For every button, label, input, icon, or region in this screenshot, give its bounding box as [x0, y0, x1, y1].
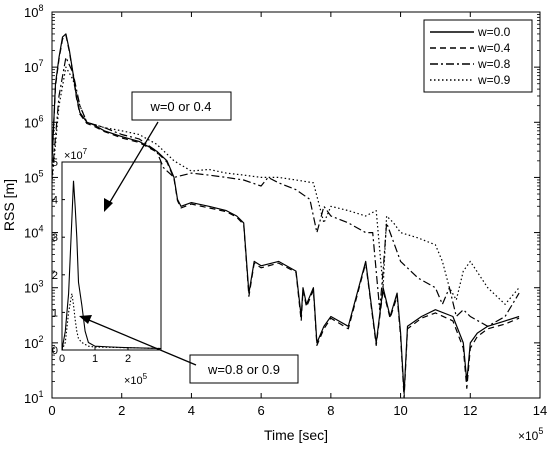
inset-plot [61, 180, 162, 351]
y-tick-exp: 5 [38, 168, 43, 178]
inset-y-tick-label: 4 [52, 195, 58, 207]
x-tick-label: 12 [463, 403, 477, 418]
inset-series-w04 [61, 180, 162, 351]
y-tick-label: 105 [24, 168, 43, 185]
inset-y-tick-label: 2 [52, 270, 58, 282]
series-layer [51, 33, 520, 399]
y-tick-base: 10 [24, 226, 38, 241]
x-multiplier-base: ×10 [518, 429, 539, 443]
inset-x-tick-label: 1 [92, 353, 98, 365]
y-tick-exp: 8 [38, 3, 43, 13]
x-axis-multiplier: ×105 [518, 426, 543, 443]
x-tick-label: 14 [533, 403, 547, 418]
y-tick-exp: 2 [38, 334, 43, 344]
inset-y-tick-label: 1 [52, 307, 58, 319]
legend-label-4: w=0.9 [477, 73, 511, 87]
annotation-text-top: w=0 or 0.4 [149, 99, 211, 114]
x-axis-label: Time [sec] [264, 427, 328, 443]
y-tick-label: 104 [24, 224, 43, 241]
y-tick-base: 10 [24, 115, 38, 130]
series-line-4 [51, 66, 520, 305]
inset-x-tick-label: 0 [59, 353, 65, 365]
y-tick-base: 10 [24, 281, 38, 296]
plot-frame [51, 11, 541, 399]
x-tick-label: 0 [48, 403, 55, 418]
series-line-2 [51, 34, 520, 399]
inset-x-multiplier-base: ×10 [124, 375, 143, 387]
inset-y-tick-label: 5 [52, 157, 58, 169]
inset-y-multiplier-base: ×10 [64, 150, 83, 162]
y-tick-label: 102 [24, 334, 43, 351]
series-line-3 [51, 56, 520, 327]
legend-label-3: w=0.8 [477, 57, 511, 71]
y-tick-exp: 6 [38, 113, 43, 123]
annotation-text-bottom: w=0.8 or 0.9 [207, 362, 280, 377]
annotation-arrowhead-top [104, 198, 113, 212]
inset-y-tick-label: 0 [52, 345, 58, 357]
annotation-arrow-bottom [83, 317, 197, 366]
y-tick-base: 10 [24, 5, 38, 20]
inset-x-tick-label: 2 [125, 353, 131, 365]
y-tick-exp: 1 [38, 389, 43, 399]
y-tick-base: 10 [24, 170, 38, 185]
legend-label-1: w=0.0 [477, 25, 511, 39]
x-tick-label: 2 [118, 403, 125, 418]
x-tick-label: 10 [393, 403, 407, 418]
y-tick-exp: 4 [38, 224, 43, 234]
x-tick-label: 4 [188, 403, 195, 418]
y-tick-exp: 7 [38, 58, 43, 68]
annotation-arrowhead-bottom [79, 315, 92, 324]
y-tick-base: 10 [24, 336, 38, 351]
y-axis-label: RSS [m] [1, 179, 17, 231]
inset-x-multiplier: ×105 [124, 372, 148, 387]
inset-x-multiplier-exp: 5 [143, 372, 148, 381]
y-tick-base: 10 [24, 391, 38, 406]
inset-axis: 0 1 2 0 1 2 3 4 5 [52, 157, 131, 365]
y-tick-label: 107 [24, 58, 43, 75]
x-multiplier-exp: 5 [538, 426, 543, 436]
y-tick-exp: 3 [38, 279, 43, 289]
inset-frame [61, 161, 162, 351]
annotation-arrow-top [106, 121, 159, 208]
inset-y-multiplier-exp: 7 [83, 147, 88, 156]
y-tick-label: 108 [24, 3, 43, 20]
annotation-w0-or-04: w=0 or 0.4 [104, 91, 232, 212]
annotation-box-top [131, 91, 232, 121]
x-tick-label: 6 [258, 403, 265, 418]
legend: w=0.0 w=0.4 w=0.8 w=0.9 [423, 19, 533, 93]
inset-y-tick-label: 3 [52, 232, 58, 244]
x-tick-label: 8 [327, 403, 334, 418]
inset-y-multiplier: ×107 [64, 147, 88, 162]
y-tick-label: 103 [24, 279, 43, 296]
annotation-box-bottom [189, 354, 299, 384]
y-tick-label: 106 [24, 113, 43, 130]
legend-label-2: w=0.4 [477, 41, 511, 55]
y-tick-base: 10 [24, 60, 38, 75]
y-tick-label: 101 [24, 389, 43, 406]
annotation-w08-or-09: w=0.8 or 0.9 [79, 315, 299, 384]
